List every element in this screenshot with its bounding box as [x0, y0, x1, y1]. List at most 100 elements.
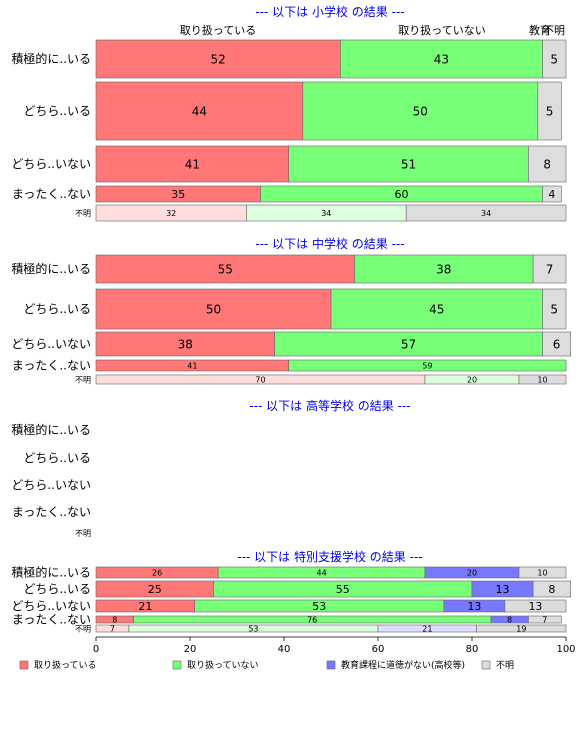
legend-item: 取り扱っている: [19, 659, 97, 671]
bar-segment: [288, 145, 529, 183]
bar-segment: [95, 81, 304, 141]
bar-segment: [95, 331, 275, 357]
row-label: どちら..いる: [23, 104, 91, 118]
bar-value-label: 50: [413, 104, 428, 118]
bar-segment: [518, 374, 567, 385]
row-label: どちら..いない: [11, 157, 91, 171]
panel-title: --- 以下は 特別支援学校 の結果 ---: [237, 549, 422, 564]
bar-segment: [330, 288, 543, 330]
row-label: 積極的に..いる: [11, 51, 91, 66]
bar-segment: [340, 39, 543, 79]
panel-4: --- 以下は 特別支援学校 の結果 --- 積極的に..いる 26 44 20 10 どち…: [11, 549, 571, 634]
bar-value-label: 21: [138, 600, 152, 613]
panel-title: --- 以下は 小学校 の結果 ---: [255, 4, 404, 19]
bar-value-label: 41: [185, 157, 200, 171]
chart-panels: --- 以下は 小学校 の結果 --- 積極的に..いる 52 43 5 どちら..いる 4…: [11, 4, 572, 634]
bar-segment: [504, 599, 567, 613]
legend-label: 不明: [496, 660, 514, 671]
bar-value-label: 21: [422, 624, 432, 633]
bar-value-label: 7: [546, 262, 554, 276]
bar-value-label: 45: [429, 302, 444, 316]
bar-value-label: 19: [516, 624, 526, 633]
bar-value-label: 70: [255, 375, 265, 384]
bar-value-label: 5: [550, 52, 558, 66]
legend-item: 取り扱っていない: [172, 659, 259, 671]
top-label-no-moral: 教育: [529, 23, 551, 37]
bar-segment: [528, 615, 562, 624]
top-label-handled: 取り扱っている: [180, 23, 256, 37]
bar-segment: [302, 81, 539, 141]
column-header-labels: 取り扱っている 取り扱っていない 教育 不明: [180, 23, 565, 37]
bar-segment: [542, 288, 567, 330]
bar-value-label: 8: [112, 615, 117, 624]
top-label-unknown: 不明: [543, 24, 565, 37]
row-label: 不明: [75, 625, 91, 634]
bar-value-label: 32: [166, 209, 176, 218]
x-tick-label: 60: [372, 644, 385, 655]
row-label: どちら..いない: [11, 337, 91, 351]
x-tick-label: 0: [93, 644, 99, 655]
row-label: 積極的に..いる: [11, 422, 91, 437]
bar-value-label: 10: [537, 375, 547, 384]
panel-1: --- 以下は 小学校 の結果 --- 積極的に..いる 52 43 5 どちら..いる 4…: [11, 4, 567, 222]
bar-value-label: 26: [152, 568, 162, 577]
row-label: まったく..ない: [12, 187, 91, 201]
bar-value-label: 52: [211, 52, 226, 66]
bar-segment: [542, 185, 562, 203]
bar-segment: [532, 580, 571, 598]
bar-segment: [476, 624, 567, 633]
bar-value-label: 38: [436, 262, 451, 276]
panel-3: --- 以下は 高等学校 の結果 --- 積極的に..いるどちら..いるどちら..…: [11, 398, 410, 538]
row-label: どちら..いない: [11, 478, 91, 492]
legend-swatch: [481, 660, 491, 670]
bar-value-label: 43: [434, 52, 449, 66]
bar-value-label: 55: [336, 583, 350, 596]
bar-segment: [528, 145, 567, 183]
row-label: 積極的に..いる: [11, 565, 91, 580]
bar-value-label: 13: [496, 583, 510, 596]
bar-segment: [95, 254, 355, 284]
top-label-not-handled: 取り扱っていない: [398, 23, 485, 37]
bar-segment: [537, 81, 562, 141]
bar-segment: [95, 39, 341, 79]
bar-value-label: 7: [110, 624, 115, 633]
panel-title: --- 以下は 中学校 の結果 ---: [255, 236, 404, 251]
row-label: どちら..いない: [11, 599, 91, 613]
bar-value-label: 13: [467, 600, 481, 613]
bar-value-label: 57: [401, 337, 416, 351]
bar-segment: [95, 145, 289, 183]
row-label: 不明: [75, 209, 91, 218]
bar-value-label: 60: [395, 188, 409, 201]
row-label: 不明: [75, 376, 91, 385]
bar-segment: [532, 254, 567, 284]
row-label: まったく..ない: [12, 505, 91, 519]
legend-label: 教育課程に道徳がない(高校等): [341, 659, 465, 671]
row-label: まったく..ない: [12, 359, 91, 373]
bar-value-label: 34: [481, 209, 491, 218]
bar-value-label: 51: [401, 157, 416, 171]
bar-segment: [354, 254, 534, 284]
row-label: 不明: [75, 529, 91, 538]
x-tick-label: 20: [184, 644, 197, 655]
chart-legend: 取り扱っている 取り扱っていない 教育課程に道徳がない(高校等) 不明: [19, 659, 514, 671]
bar-value-label: 10: [537, 568, 547, 577]
bar-segment: [288, 359, 567, 372]
legend-label: 取り扱っていない: [187, 659, 259, 671]
bar-value-label: 50: [206, 302, 221, 316]
bar-segment: [518, 566, 567, 579]
bar-value-label: 13: [528, 600, 542, 613]
bar-value-label: 44: [192, 104, 207, 118]
legend-label: 取り扱っている: [34, 659, 97, 671]
bar-segment: [274, 331, 543, 357]
bar-value-label: 5: [546, 104, 554, 118]
bar-value-label: 8: [543, 157, 551, 171]
legend-swatch: [19, 660, 29, 670]
bar-value-label: 25: [148, 583, 162, 596]
bar-value-label: 8: [548, 583, 555, 596]
bar-value-label: 38: [178, 337, 193, 351]
bar-segment: [542, 331, 572, 357]
row-label: 積極的に..いる: [11, 261, 91, 276]
bar-value-label: 53: [248, 624, 258, 633]
bar-segment: [405, 204, 567, 222]
